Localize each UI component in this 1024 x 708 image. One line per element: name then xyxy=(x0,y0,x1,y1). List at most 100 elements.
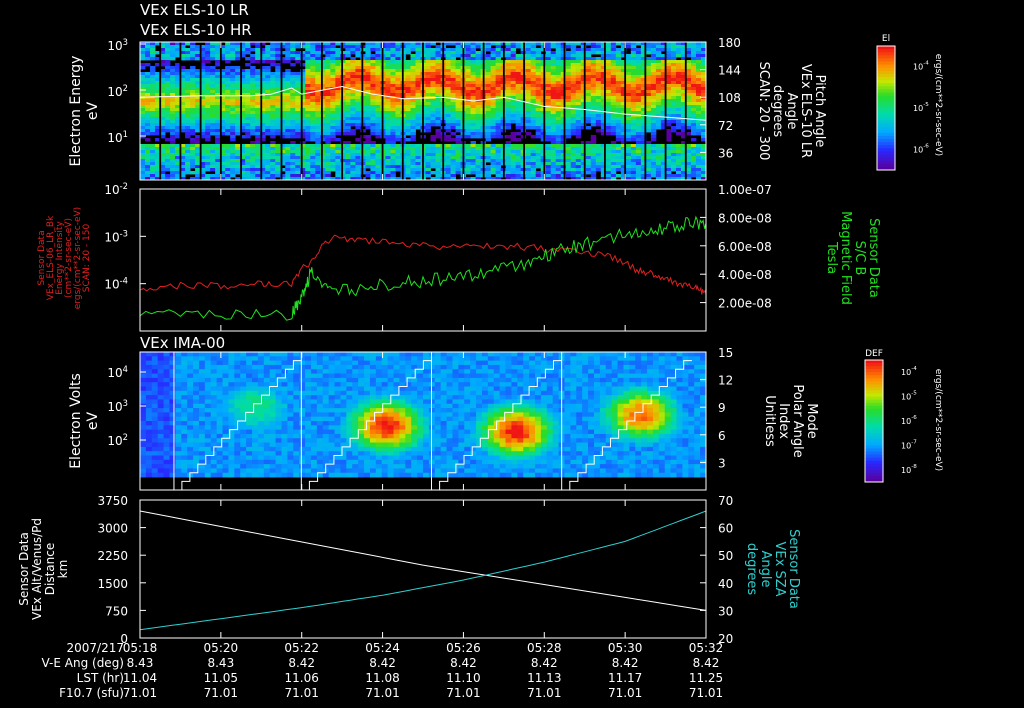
els-cell xyxy=(565,135,572,139)
els-cell xyxy=(585,42,592,46)
els-cell xyxy=(560,72,567,76)
els-cell xyxy=(350,96,356,100)
els-cell xyxy=(340,147,346,151)
els-cell xyxy=(650,42,657,46)
els-cell xyxy=(215,87,221,91)
els-cell xyxy=(640,102,647,106)
els-cell xyxy=(310,135,316,139)
els-cell xyxy=(585,90,592,94)
els-cell xyxy=(490,111,497,115)
els-cell xyxy=(185,69,191,73)
els-cell xyxy=(545,57,552,61)
els-cell xyxy=(425,114,431,118)
els-cell xyxy=(435,168,441,172)
els-cell xyxy=(250,132,256,136)
els-cell xyxy=(295,156,301,160)
els-cell xyxy=(275,153,281,157)
els-cell xyxy=(160,150,166,154)
els-cell xyxy=(170,120,176,124)
els-cell xyxy=(495,60,502,64)
els-cell xyxy=(690,171,697,175)
els-cell xyxy=(555,117,562,121)
els-cell xyxy=(165,93,171,97)
els-cell xyxy=(445,51,451,55)
els-cell xyxy=(465,171,471,175)
els-cell xyxy=(290,78,296,82)
els-cell xyxy=(595,159,602,163)
els-cell xyxy=(330,99,336,103)
els-cell xyxy=(365,42,371,46)
els-cell xyxy=(355,174,361,178)
els-cell xyxy=(395,57,401,61)
els-cell xyxy=(285,144,291,148)
els-cell xyxy=(340,90,346,94)
els-cell xyxy=(285,126,291,130)
els-cell xyxy=(285,117,291,121)
els-cell xyxy=(290,129,296,133)
els-cell xyxy=(330,114,336,118)
els-cell xyxy=(645,87,652,91)
els-cell xyxy=(455,153,461,157)
els-cell xyxy=(415,120,421,124)
els-cell xyxy=(405,111,411,115)
els-cell xyxy=(265,111,271,115)
els-cell xyxy=(470,75,476,79)
els-cell xyxy=(695,78,702,82)
els-cell xyxy=(465,96,471,100)
els-cell xyxy=(195,108,201,112)
els-cell xyxy=(270,96,276,100)
els-cell xyxy=(390,171,396,175)
els-cell xyxy=(200,84,206,88)
ima-cell xyxy=(145,395,153,400)
els-cell xyxy=(160,168,166,172)
els-cell xyxy=(555,135,562,139)
els-cell xyxy=(560,105,567,109)
ima-cell xyxy=(140,395,147,400)
els-cell xyxy=(505,45,512,49)
els-cell xyxy=(655,153,662,157)
els-cell xyxy=(150,129,156,133)
els-cell xyxy=(595,117,602,121)
els-cell xyxy=(300,126,306,130)
els-cell xyxy=(165,108,171,112)
els-cell xyxy=(535,123,542,127)
els-cell xyxy=(340,126,346,130)
els-cell xyxy=(545,75,552,79)
els-cell xyxy=(355,54,361,58)
els-cell xyxy=(375,144,381,148)
els-cell xyxy=(180,123,186,127)
els-cell xyxy=(375,126,381,130)
els-cell xyxy=(690,126,697,130)
colorbar-swatch xyxy=(877,67,895,72)
els-cell xyxy=(700,90,707,94)
els-cell xyxy=(345,144,351,148)
els-cell xyxy=(695,126,702,130)
els-cell xyxy=(495,135,502,139)
els-cell xyxy=(350,129,356,133)
els-cell xyxy=(350,153,356,157)
els-cell xyxy=(160,111,166,115)
els-cell xyxy=(325,42,331,46)
els-cell xyxy=(465,75,471,79)
els-cell xyxy=(580,147,587,151)
els-cell xyxy=(550,138,557,142)
els-cell xyxy=(660,72,667,76)
els-cell xyxy=(435,123,441,127)
els-cell xyxy=(160,174,166,178)
colorbar-swatch xyxy=(877,151,895,155)
els-cell xyxy=(210,48,216,52)
els-cell xyxy=(615,132,622,136)
els-cell xyxy=(625,105,632,109)
els-cell xyxy=(410,171,416,175)
els-cell xyxy=(175,168,181,172)
els-cell xyxy=(340,159,346,163)
els-cell xyxy=(665,78,672,82)
els-cell xyxy=(565,51,572,55)
els-cell xyxy=(245,96,251,100)
els-cell xyxy=(345,93,351,97)
els-cell xyxy=(205,87,211,91)
ima-cell xyxy=(145,352,153,357)
els-cell xyxy=(675,105,682,109)
els-cell xyxy=(450,96,456,100)
els-cell xyxy=(210,108,216,112)
